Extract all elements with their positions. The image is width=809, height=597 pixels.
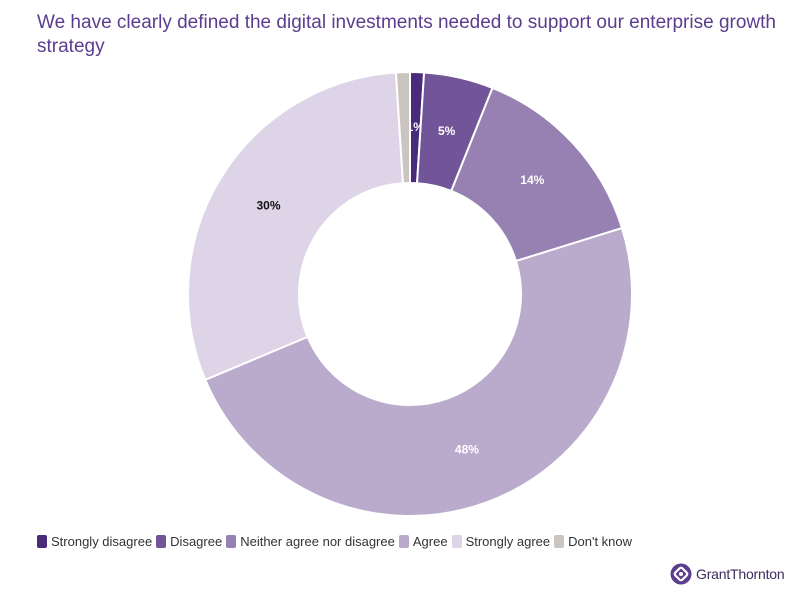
legend-swatch — [226, 534, 237, 548]
legend-swatch — [554, 534, 565, 548]
legend-label: Neither agree nor disagree — [240, 533, 395, 549]
brand-logo: GrantThornton — [670, 563, 785, 585]
legend-swatch — [156, 534, 167, 548]
legend-item-strongly-agree: Strongly agree — [451, 533, 551, 549]
legend-label: Agree — [412, 533, 448, 549]
legend-item-agree: Agree — [398, 533, 448, 549]
grant-thornton-logo-icon — [670, 563, 692, 585]
data-label-agree: 48% — [455, 443, 479, 457]
legend-item-neither-agree-nor-disagree: Neither agree nor disagree — [226, 534, 395, 549]
legend-label: Strongly agree — [465, 533, 551, 549]
donut-chart: 1% 5%14%48%30% — [187, 70, 633, 517]
chart-legend: Strongly disagree Disagree Neither agree n… — [37, 532, 636, 550]
slice-don-t-know — [394, 70, 411, 185]
brand-name: GrantThornton — [696, 566, 785, 582]
legend-item-disagree: Disagree — [156, 534, 222, 549]
legend-swatch — [398, 534, 409, 548]
slice-agree — [203, 226, 633, 517]
slice-strongly-agree — [187, 71, 405, 382]
legend-label: Don't know — [568, 533, 633, 549]
legend-label: Strongly disagree — [51, 533, 153, 549]
data-label-disagree: 5% — [438, 124, 456, 138]
legend-item-don-t-know: Don't know — [554, 534, 632, 549]
data-label-neither-agree-nor-disagree: 14% — [520, 173, 544, 187]
data-label-strongly-agree: 30% — [257, 198, 281, 212]
legend-item-strongly-disagree: Strongly disagree — [37, 534, 152, 549]
legend-swatch — [37, 534, 47, 548]
chart-title: We have clearly defined the digital inve… — [37, 12, 776, 57]
legend-label: Disagree — [170, 533, 223, 549]
legend-swatch — [451, 534, 462, 548]
